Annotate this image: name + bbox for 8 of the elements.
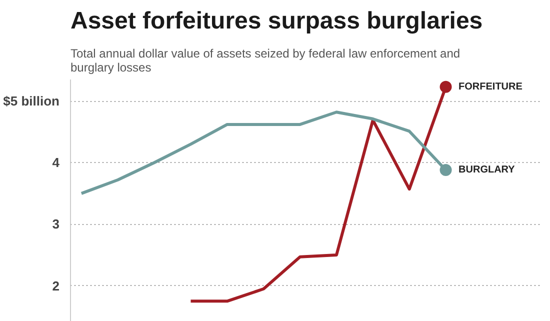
series-label: FORFEITURE bbox=[458, 81, 523, 92]
y-tick-label: 3 bbox=[52, 216, 60, 232]
chart-subtitle: Total annual dollar value of assets seized by federal law enforcement and burglary losses bbox=[70, 46, 460, 74]
y-tick-label: 2 bbox=[52, 278, 60, 294]
chart-title: Asset forfeitures surpass burglaries bbox=[70, 8, 483, 34]
y-tick-label: $5 billion bbox=[3, 94, 60, 109]
y-tick-label: 4 bbox=[52, 155, 60, 170]
series-label: BURGLARY bbox=[458, 164, 516, 176]
